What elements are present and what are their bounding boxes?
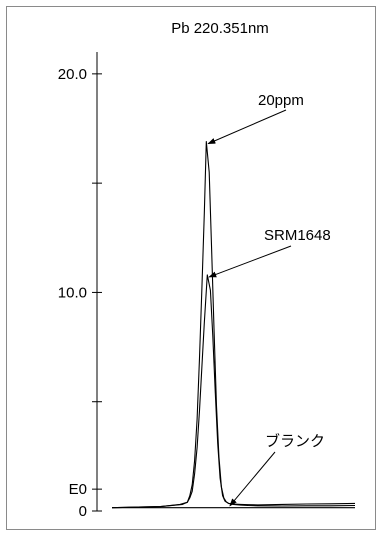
axis: 20.0 10.0 E0 0 <box>58 52 102 520</box>
annotation-label-2: SRM1648 <box>264 227 331 244</box>
annotation-arrow-1 <box>207 109 287 145</box>
series-line-2 <box>111 274 356 509</box>
annotation-label-1: 20ppm <box>258 92 304 109</box>
annotation-arrow-3 <box>229 451 276 507</box>
chart-frame <box>6 6 376 530</box>
y-tick-label-4: E0 <box>69 481 87 498</box>
y-tick-label-2: 10.0 <box>58 284 87 301</box>
y-tick-label-5: 0 <box>79 503 87 520</box>
y-tick-label-0: 20.0 <box>58 66 87 83</box>
series-line-1 <box>111 141 356 509</box>
series-layer <box>111 141 356 509</box>
annotation-label-3: ブランク <box>265 432 325 450</box>
annotation-layer: 20ppm SRM1648 ブランク <box>207 92 331 507</box>
annotation-arrow-2 <box>208 245 292 278</box>
chart-title: Pb 220.351nm <box>171 20 269 37</box>
